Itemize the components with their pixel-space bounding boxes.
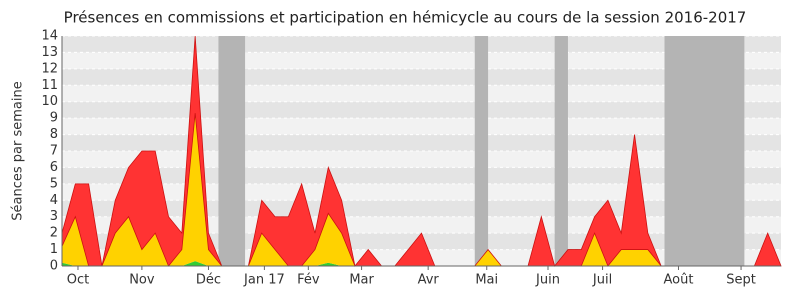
x-tick-label: Sept <box>726 273 756 288</box>
y-tick-label: 4 <box>50 193 58 208</box>
x-tick-label: Oct <box>67 273 89 288</box>
y-tick-label: 6 <box>50 160 58 175</box>
y-tick-label: 9 <box>50 111 58 126</box>
x-tick-label: Mar <box>349 273 374 288</box>
x-tick-label: Jan 17 <box>243 273 285 288</box>
x-tick-label: Mai <box>475 273 498 288</box>
x-tick-label: Août <box>663 273 693 288</box>
shaded-period <box>218 36 246 266</box>
x-tick-label: Fév <box>297 273 320 288</box>
x-tick-label: Déc <box>196 273 221 288</box>
chart-title: Présences en commissions et participatio… <box>64 9 747 27</box>
shaded-period <box>664 36 745 266</box>
y-tick-label: 8 <box>50 127 58 142</box>
y-tick-label: 3 <box>50 209 58 224</box>
y-axis-label: Séances par semaine <box>11 81 26 220</box>
y-tick-label: 12 <box>41 61 58 76</box>
y-tick-label: 0 <box>50 259 58 274</box>
x-tick-label: Avr <box>418 273 440 288</box>
y-tick-label: 2 <box>50 226 58 241</box>
y-tick-label: 10 <box>41 94 58 109</box>
shaded-period <box>554 36 568 266</box>
x-tick-label: Nov <box>129 273 155 288</box>
y-tick-label: 1 <box>50 242 58 257</box>
y-tick-label: 14 <box>41 29 58 44</box>
shaded-period <box>474 36 489 266</box>
y-tick-label: 5 <box>50 176 58 191</box>
area <box>62 113 781 266</box>
x-tick-label: Juin <box>535 273 560 288</box>
y-tick-label: 11 <box>41 78 58 93</box>
y-tick-label: 7 <box>50 144 58 159</box>
x-tick-label: Juil <box>592 273 612 288</box>
y-tick-label: 13 <box>41 45 58 60</box>
